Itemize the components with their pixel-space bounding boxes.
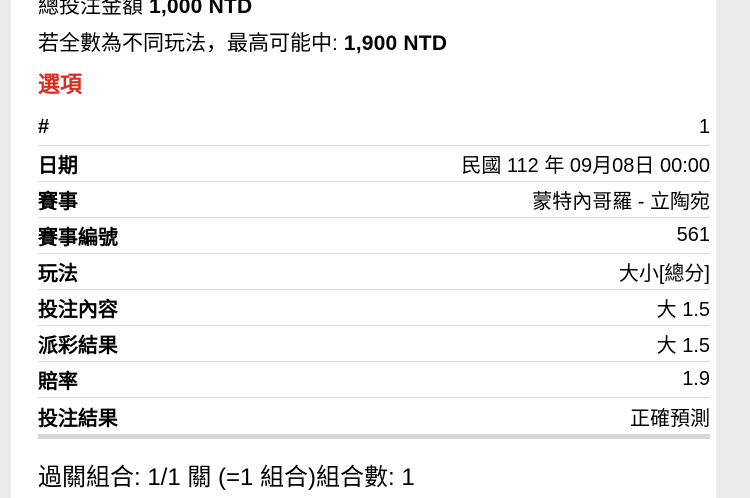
row-value: 正確預測	[630, 407, 710, 430]
row-label: 賽事編號	[38, 227, 118, 249]
bet-detail-panel: 總投注金額 1,000 NTD 若全數為不同玩法，最高可能中: 1,900 NTD …	[11, 0, 716, 498]
row-label: 投注內容	[38, 299, 118, 321]
options-heading: 選項	[38, 72, 83, 97]
row-value: 大 1.5	[656, 299, 710, 321]
table-row-event-number: 賽事編號 561	[38, 218, 710, 254]
row-label: #	[38, 116, 50, 138]
row-label: 玩法	[38, 263, 78, 285]
row-label: 賽事	[38, 191, 78, 213]
row-value: 561	[676, 224, 710, 246]
table-row-payout-result: 派彩結果 大 1.5	[38, 326, 710, 362]
row-value: 1	[698, 116, 710, 138]
bet-detail-table: # 1 日期 民國 112 年 09月08日 00:00 賽事 蒙特內哥羅 - …	[38, 110, 710, 434]
table-row-bet-content: 投注內容 大 1.5	[38, 290, 710, 326]
max-possible-win-value: 1,900 NTD	[343, 32, 448, 55]
row-value: 大小[總分]	[618, 263, 710, 285]
total-bet-amount-line: 總投注金額 1,000 NTD	[38, 0, 710, 21]
row-value: 大 1.5	[656, 335, 710, 357]
max-possible-win-line: 若全數為不同玩法，最高可能中: 1,900 NTD	[38, 30, 710, 58]
row-value: 民國 112 年 09月08日 00:00	[461, 155, 710, 177]
table-bottom-divider	[38, 434, 710, 439]
table-row-bet-result: 投注結果 正確預測	[38, 398, 710, 434]
table-row-number: # 1	[38, 110, 710, 146]
row-label: 日期	[38, 155, 78, 177]
row-value: 蒙特內哥羅 - 立陶宛	[532, 191, 710, 213]
parlay-combo-summary: 過關組合: 1/1 關 (=1 組合)組合數: 1	[38, 464, 415, 491]
table-row-play-type: 玩法 大小[總分]	[38, 254, 710, 290]
row-label: 派彩結果	[38, 335, 118, 357]
row-value: 1.9	[682, 368, 710, 390]
table-row-event: 賽事 蒙特內哥羅 - 立陶宛	[38, 182, 710, 218]
total-bet-amount-value: 1,000 NTD	[149, 0, 253, 18]
row-label: 投注結果	[38, 407, 118, 430]
row-label: 賠率	[38, 371, 78, 393]
table-row-odds: 賠率 1.9	[38, 362, 710, 398]
table-row-date: 日期 民國 112 年 09月08日 00:00	[38, 146, 710, 182]
max-possible-win-label: 若全數為不同玩法，最高可能中:	[38, 32, 338, 55]
total-bet-amount-label: 總投注金額	[38, 0, 143, 18]
